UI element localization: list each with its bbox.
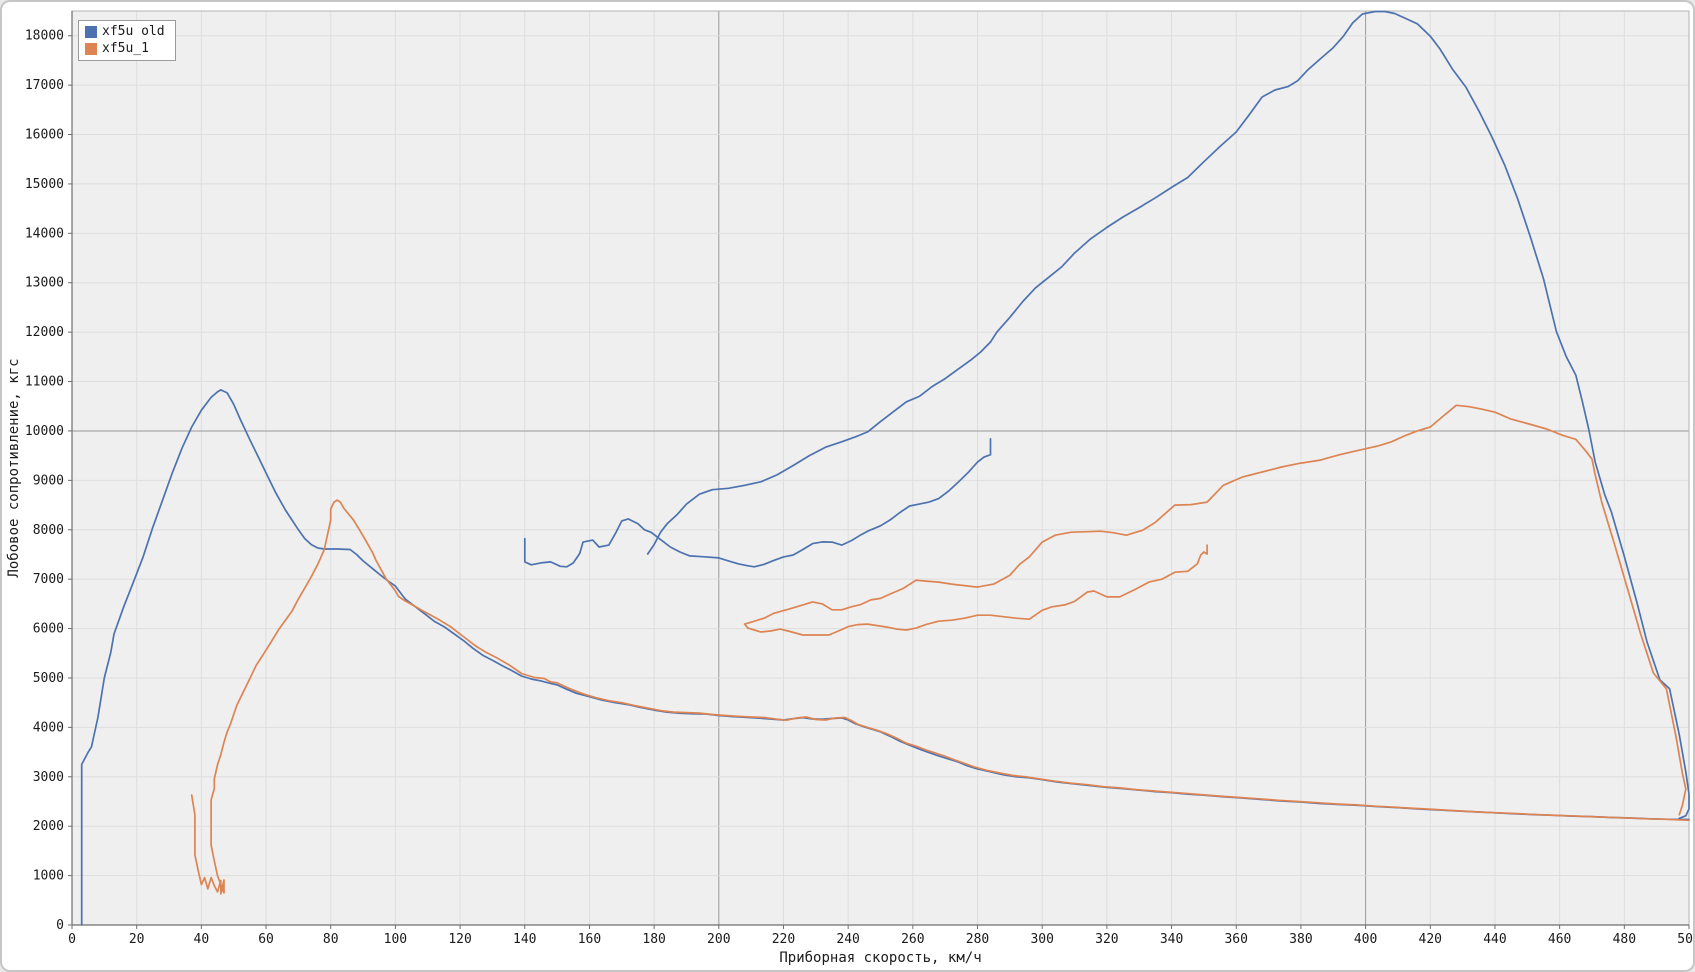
x-tick-label: 480 bbox=[1613, 932, 1636, 947]
x-tick-label: 20 bbox=[129, 932, 145, 947]
x-tick-label: 160 bbox=[578, 932, 601, 947]
x-tick-label: 380 bbox=[1289, 932, 1312, 947]
y-tick-label: 7000 bbox=[33, 572, 64, 587]
legend-item-xf5u-1[interactable]: xf5u_1 bbox=[85, 41, 165, 56]
y-tick-label: 15000 bbox=[25, 177, 64, 192]
x-tick-label: 0 bbox=[68, 932, 76, 947]
y-axis-label: Лобовое сопротивление, кгс bbox=[6, 358, 22, 577]
x-tick-label: 140 bbox=[513, 932, 536, 947]
y-tick-label: 0 bbox=[56, 918, 64, 933]
x-tick-label: 260 bbox=[901, 932, 924, 947]
x-tick-label: 200 bbox=[707, 932, 730, 947]
y-tick-label: 16000 bbox=[25, 128, 64, 143]
x-tick-label: 460 bbox=[1548, 932, 1571, 947]
series-line-xf5u-old-seg2 bbox=[646, 10, 1690, 820]
x-tick-label: 440 bbox=[1483, 932, 1506, 947]
y-tick-label: 12000 bbox=[25, 325, 64, 340]
x-tick-label: 280 bbox=[966, 932, 989, 947]
y-tick-label: 3000 bbox=[33, 770, 64, 785]
legend-item-xf5u-old[interactable]: xf5u old bbox=[85, 24, 165, 39]
x-tick-label: 100 bbox=[384, 932, 407, 947]
y-tick-label: 11000 bbox=[25, 375, 64, 390]
series-line-xf5u_1-seg2 bbox=[743, 404, 1687, 816]
x-tick-label: 240 bbox=[836, 932, 859, 947]
y-tick-label: 8000 bbox=[33, 523, 64, 538]
y-tick-label: 9000 bbox=[33, 473, 64, 488]
x-tick-label: 60 bbox=[258, 932, 274, 947]
series-line-xf5u-old-seg1 bbox=[523, 438, 992, 568]
y-tick-label: 1000 bbox=[33, 869, 64, 884]
series-line-xf5u_1-seg1 bbox=[743, 544, 1208, 636]
x-tick-label: 320 bbox=[1095, 932, 1118, 947]
legend-label: xf5u_1 bbox=[102, 41, 149, 56]
y-tick-label: 2000 bbox=[33, 819, 64, 834]
y-tick-label: 13000 bbox=[25, 276, 64, 291]
x-tick-label: 500 bbox=[1677, 932, 1695, 947]
y-tick-label: 10000 bbox=[25, 424, 64, 439]
x-tick-label: 80 bbox=[323, 932, 339, 947]
x-tick-label: 300 bbox=[1030, 932, 1053, 947]
x-tick-label: 360 bbox=[1224, 932, 1247, 947]
x-tick-label: 180 bbox=[642, 932, 665, 947]
y-tick-label: 6000 bbox=[33, 622, 64, 637]
y-tick-label: 4000 bbox=[33, 720, 64, 735]
x-tick-label: 120 bbox=[448, 932, 471, 947]
plot-area-background bbox=[72, 11, 1689, 925]
series-line-xf5u_1-seg0 bbox=[190, 499, 1690, 895]
y-tick-label: 5000 bbox=[33, 671, 64, 686]
legend-swatch-orange bbox=[85, 42, 97, 55]
legend: xf5u old xf5u_1 bbox=[78, 20, 176, 61]
x-tick-label: 420 bbox=[1419, 932, 1442, 947]
x-axis-label: Приборная скорость, км/ч bbox=[779, 950, 981, 966]
x-tick-label: 340 bbox=[1160, 932, 1183, 947]
x-tick-label: 40 bbox=[194, 932, 210, 947]
y-tick-label: 18000 bbox=[25, 29, 64, 44]
y-tick-label: 14000 bbox=[25, 226, 64, 241]
legend-swatch-blue bbox=[85, 25, 97, 38]
x-tick-label: 400 bbox=[1354, 932, 1377, 947]
x-tick-label: 220 bbox=[772, 932, 795, 947]
y-tick-label: 17000 bbox=[25, 78, 64, 93]
legend-label: xf5u old bbox=[102, 24, 165, 39]
